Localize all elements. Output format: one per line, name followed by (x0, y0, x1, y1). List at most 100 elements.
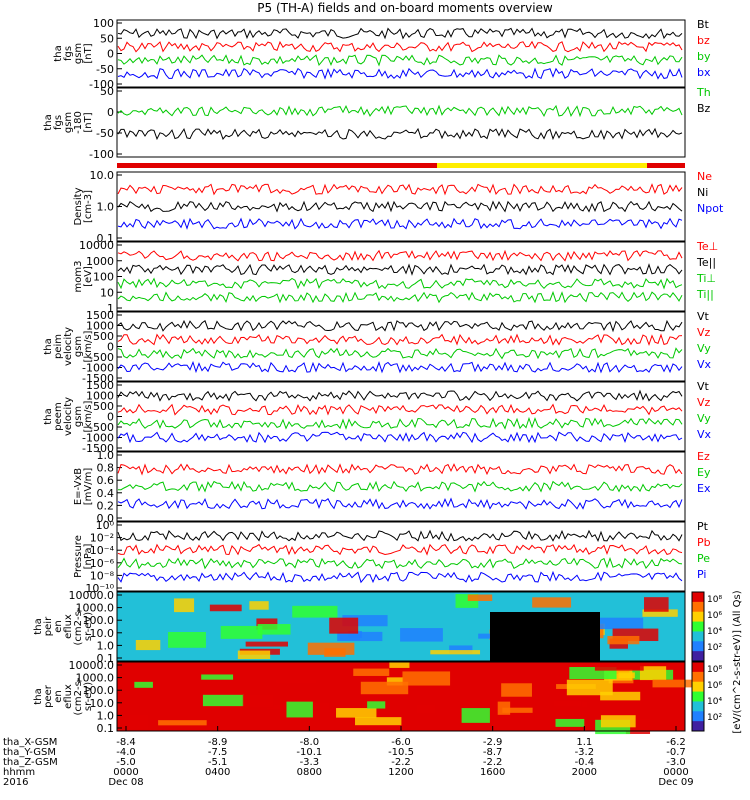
spectrogram-patch (348, 631, 362, 638)
spectrogram-patch (652, 679, 697, 688)
y-tick-label: -1500 (82, 372, 114, 385)
spectrogram-patch (595, 617, 644, 630)
y-axis-label-line: tha (33, 618, 44, 634)
y-tick-label: 10000 (79, 239, 114, 252)
legend-Ti||: Ti|| (696, 288, 714, 301)
legend-Bz: Bz (697, 102, 711, 115)
x-tick-label: -6.0 (391, 737, 411, 748)
colorbar-tick-label: 10⁴ (707, 627, 722, 637)
y-tick-label: 1 (107, 302, 114, 315)
series-Bt (117, 27, 683, 40)
legend-Ne: Ne (697, 170, 712, 183)
legend-Pe: Pe (697, 552, 710, 565)
spectrogram-patch (449, 645, 473, 654)
y-tick-label: 1.0 (97, 449, 115, 462)
colorbar-tick-label: 10⁸ (707, 595, 722, 605)
spectrogram-patch (600, 715, 636, 728)
y-tick-label: 10⁻⁸ (90, 569, 115, 582)
colorbar-tick-label: 10² (707, 643, 722, 653)
colorbar-tick-label: 10² (707, 713, 722, 723)
spectrogram-patch (174, 598, 195, 613)
spectrogram-patch (209, 604, 242, 612)
mode-bar-fast-2 (647, 163, 685, 168)
mode-bar-fast (117, 163, 437, 168)
series-Vy (117, 416, 683, 430)
y-tick-label: 1.0 (97, 201, 115, 214)
x-tick-label: 0000 (663, 767, 688, 778)
panel-temperature: 10000 1000 100 10 1 mom3 [eV] Te⊥ Te|| Ti⊥ Ti|| (73, 239, 718, 315)
x-tick-label: -5.0 (116, 757, 136, 768)
x-row-label: tha_X-GSM (3, 737, 57, 748)
series-Pe (117, 556, 683, 570)
y-tick-label: 500 (93, 330, 114, 343)
y-axis-label-line: eflux (63, 684, 74, 709)
x-tick-label: -6.2 (666, 737, 686, 748)
colorbar-segment (692, 601, 704, 613)
y-tick-label: 10⁰ (96, 519, 115, 532)
y-tick-label: -1000 (82, 362, 114, 375)
y-tick-label: 1500 (86, 379, 114, 392)
spectrogram-patch (367, 701, 386, 709)
x-tick-label: -7.5 (208, 747, 228, 758)
mode-bar-slow (437, 163, 647, 168)
y-tick-label: 100.0 (83, 684, 115, 697)
y-tick-label: 1500 (86, 309, 114, 322)
x-tick-label: -2.2 (391, 757, 411, 768)
legend-Te||: Te|| (696, 256, 716, 269)
x-tick-label: -3.3 (300, 757, 320, 768)
series-Npot (117, 217, 683, 230)
x-tick-label: -3.2 (575, 747, 595, 758)
y-axis-label: tha peem velocity gsm [km/s] (43, 397, 94, 436)
y-tick-label: 10 (100, 286, 114, 299)
y-axis-label-line: fgs (63, 46, 74, 61)
y-axis-label-line: tha (43, 408, 54, 424)
spectrogram-patch (220, 625, 263, 639)
x-row-label: 2016 (3, 777, 28, 788)
colorbar-tick-label: 10⁶ (707, 681, 722, 691)
spectrogram-patch (128, 714, 149, 730)
colorbar-segment (692, 611, 704, 623)
spectrogram-patch (245, 641, 288, 647)
spectrogram-patch (639, 666, 667, 681)
spectrogram-patch (134, 681, 153, 688)
y-tick-label: 1000.0 (76, 672, 115, 685)
y-axis-label: tha peir en eflux (cm2-s-sr-eV) (33, 607, 94, 645)
spectrogram-patch (467, 594, 493, 601)
colorbar-segment (692, 681, 704, 693)
y-axis-label-line: velocity (63, 397, 74, 436)
y-tick-label: 0 (107, 106, 114, 119)
series-Ni (117, 200, 683, 213)
series-Ti|| (117, 290, 683, 304)
spectrogram-patch (644, 597, 669, 612)
y-tick-label: 1.0 (97, 639, 115, 652)
legend-Ti⊥: Ti⊥ (696, 272, 716, 285)
series-Vz (117, 333, 683, 346)
x-tick-label: -5.1 (208, 757, 228, 768)
x-tick-label: 0800 (297, 767, 322, 778)
spectrogram-patch (402, 671, 451, 686)
legend-bz: bz (697, 34, 710, 47)
y-axis-label-line: E=-VxB (73, 468, 84, 505)
date-label: Dec 08 (108, 777, 143, 788)
y-tick-label: 0.8 (97, 462, 115, 475)
spectrogram-patch (135, 640, 161, 651)
spectrogram-patch (502, 707, 533, 713)
x-tick-label: -0.7 (666, 747, 686, 758)
colorbar-segment (692, 641, 704, 652)
y-axis-label-line: eflux (63, 614, 74, 639)
panel-frame (116, 451, 686, 522)
y-axis-label-line: tha (43, 338, 54, 354)
spectrogram-patch (311, 702, 330, 711)
series-Ne (117, 183, 683, 196)
colorbar-tick-label: 10⁴ (707, 697, 722, 707)
y-tick-label: 0 (107, 48, 114, 61)
y-tick-label: -50 (96, 127, 114, 140)
spectrogram-patch (266, 705, 287, 710)
spectrogram-patch (275, 679, 317, 684)
y-axis-label-line: sr-eV) (83, 612, 94, 641)
x-tick-label: -10.1 (296, 747, 322, 758)
